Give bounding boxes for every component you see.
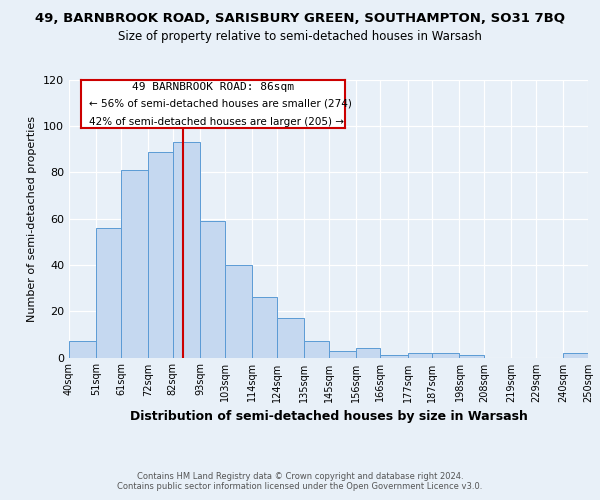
Bar <box>148 152 173 358</box>
Text: Contains public sector information licensed under the Open Government Licence v3: Contains public sector information licen… <box>118 482 482 491</box>
Bar <box>69 342 96 357</box>
Bar <box>200 221 225 358</box>
Bar <box>225 265 252 358</box>
Bar <box>380 355 407 358</box>
Bar <box>173 142 200 358</box>
Bar <box>563 353 588 358</box>
Bar <box>277 318 304 358</box>
Bar <box>407 353 432 358</box>
Bar <box>252 298 277 358</box>
Bar <box>304 342 329 357</box>
Bar <box>433 353 460 358</box>
Y-axis label: Number of semi-detached properties: Number of semi-detached properties <box>28 116 37 322</box>
Bar <box>356 348 380 358</box>
Text: Size of property relative to semi-detached houses in Warsash: Size of property relative to semi-detach… <box>118 30 482 43</box>
Text: ← 56% of semi-detached houses are smaller (274): ← 56% of semi-detached houses are smalle… <box>89 99 352 109</box>
Text: 49, BARNBROOK ROAD, SARISBURY GREEN, SOUTHAMPTON, SO31 7BQ: 49, BARNBROOK ROAD, SARISBURY GREEN, SOU… <box>35 12 565 26</box>
Bar <box>460 355 484 358</box>
Bar <box>96 228 121 358</box>
Bar <box>121 170 148 358</box>
Text: Contains HM Land Registry data © Crown copyright and database right 2024.: Contains HM Land Registry data © Crown c… <box>137 472 463 481</box>
Text: 42% of semi-detached houses are larger (205) →: 42% of semi-detached houses are larger (… <box>89 117 344 127</box>
Bar <box>329 350 356 358</box>
Text: 49 BARNBROOK ROAD: 86sqm: 49 BARNBROOK ROAD: 86sqm <box>132 82 294 92</box>
X-axis label: Distribution of semi-detached houses by size in Warsash: Distribution of semi-detached houses by … <box>130 410 527 423</box>
